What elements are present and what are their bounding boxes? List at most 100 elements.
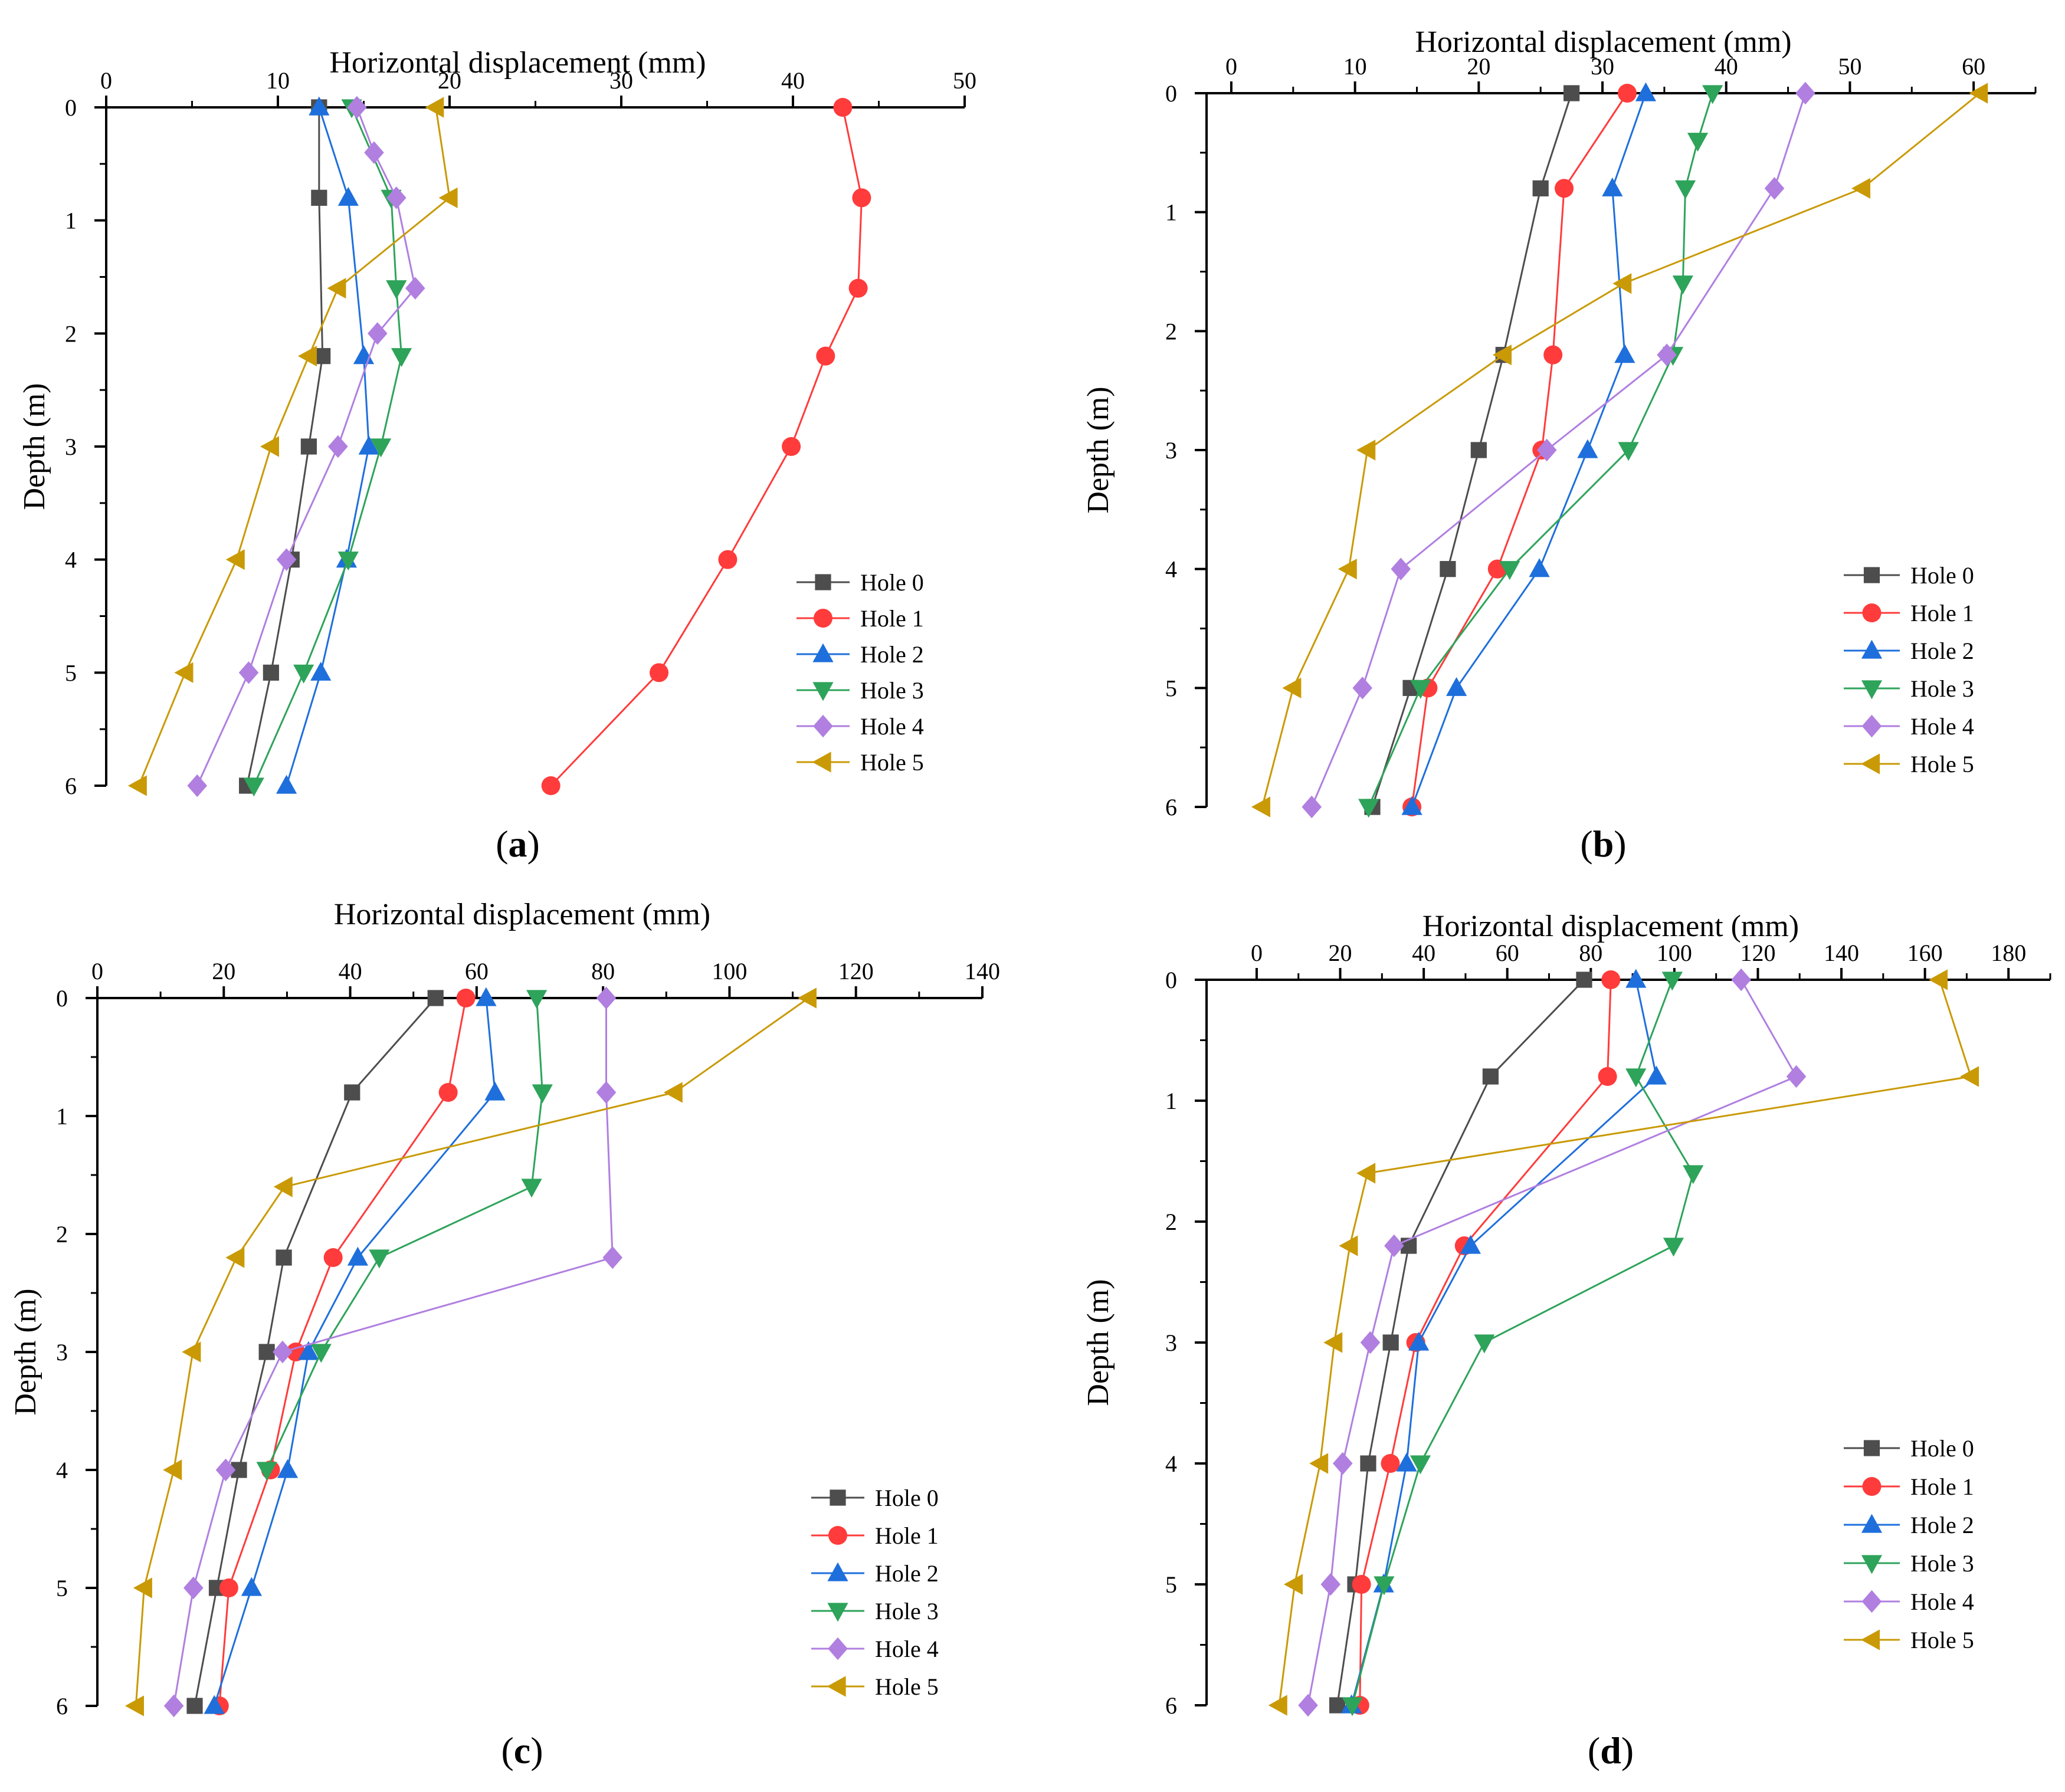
- x-axis-title: Horizontal displacement (mm): [334, 898, 710, 931]
- chart-panel-a: 0 10 20 30 40 50 0 1 2 3 4 5 6 Horizontal displacemen…: [0, 0, 1032, 896]
- chart-svg-a: 0 10 20 30 40 50 0 1 2 3 4 5 6 Horizontal displacemen…: [18, 46, 976, 865]
- data-point: [1382, 1334, 1399, 1351]
- y-axis-title: Depth (m): [18, 383, 51, 510]
- data-point: [1564, 85, 1580, 101]
- x-tick-label: 100: [712, 958, 747, 984]
- x-tick-label: 20: [438, 67, 461, 94]
- data-point: [344, 1084, 360, 1101]
- data-point: [347, 1246, 369, 1266]
- legend-marker: [1863, 1440, 1880, 1456]
- series-line: [1310, 93, 1807, 808]
- x-tick-label: 0: [100, 67, 112, 94]
- y-tick-label: 5: [1165, 675, 1177, 701]
- legend-marker: [812, 643, 834, 662]
- data-point: [1687, 133, 1709, 152]
- panel-label: (c): [501, 1729, 543, 1771]
- data-point: [328, 435, 348, 458]
- data-point: [718, 550, 738, 569]
- data-point: [258, 1344, 275, 1360]
- data-point: [1356, 1163, 1376, 1184]
- data-point: [1625, 969, 1647, 988]
- data-point: [532, 1084, 553, 1104]
- data-point: [1401, 796, 1422, 815]
- y-tick-label: 0: [56, 985, 68, 1012]
- data-point: [219, 1578, 238, 1597]
- data-point: [1381, 1454, 1400, 1473]
- y-tick-label: 1: [65, 208, 77, 234]
- data-point: [476, 987, 497, 1006]
- x-tick-label: 120: [1740, 940, 1775, 966]
- data-point: [1384, 1234, 1404, 1258]
- series-line: [1278, 979, 1972, 1706]
- data-point: [1672, 275, 1693, 295]
- x-tick-label: 40: [339, 958, 362, 984]
- x-tick-label: 10: [1343, 53, 1367, 80]
- data-point: [1731, 968, 1751, 992]
- data-point: [596, 986, 617, 1010]
- legend-marker: [830, 1489, 846, 1506]
- data-point: [187, 774, 208, 797]
- legend-marker: [1861, 639, 1883, 659]
- data-point: [225, 549, 245, 570]
- x-tick-label: 10: [266, 67, 290, 94]
- legend-label: Hole 1: [860, 605, 924, 632]
- x-tick-label: 140: [965, 958, 1000, 984]
- data-point: [1283, 1574, 1303, 1595]
- data-point: [541, 776, 560, 795]
- legend-marker: [815, 574, 831, 590]
- legend-label: Hole 2: [875, 1560, 939, 1587]
- data-point: [163, 1459, 182, 1481]
- data-point: [371, 438, 392, 458]
- data-point: [1646, 1065, 1667, 1085]
- data-point: [1440, 561, 1456, 577]
- data-point: [1360, 1331, 1381, 1354]
- x-tick-label: 60: [465, 958, 489, 984]
- data-point: [1577, 439, 1598, 458]
- legend-marker: [827, 1603, 848, 1622]
- x-tick-label: 180: [1991, 940, 2026, 966]
- data-point: [596, 1081, 617, 1104]
- y-tick-label: 6: [56, 1693, 68, 1719]
- data-point: [297, 346, 317, 367]
- data-point: [1358, 799, 1379, 818]
- y-tick-label: 0: [1165, 967, 1177, 993]
- series-5: [124, 987, 817, 1716]
- data-point: [347, 96, 367, 119]
- data-point: [276, 548, 297, 571]
- chart-panel-c: 0 20 40 60 80 100 120 140 0 1 2 3 4 5 6 Horizontal disp…: [0, 896, 1032, 1792]
- data-point: [782, 437, 801, 456]
- y-tick-label: 4: [1165, 556, 1177, 583]
- series-line: [253, 107, 403, 786]
- data-point: [1635, 82, 1657, 101]
- series-5: [1251, 83, 1988, 818]
- data-point: [260, 436, 279, 457]
- series-line: [1411, 93, 1628, 808]
- panel-label: (d): [1588, 1729, 1634, 1771]
- data-point: [277, 1459, 299, 1478]
- chart-panel-b: 0 10 20 30 40 50 60 0 1 2 3 4 5 6 Horizontal displacem…: [1032, 0, 2065, 896]
- legend-label: Hole 4: [860, 713, 924, 740]
- data-point: [1661, 972, 1683, 991]
- series-4: [163, 986, 623, 1718]
- legend-label: Hole 2: [1910, 638, 1974, 664]
- data-point: [797, 987, 817, 1009]
- legend-label: Hole 0: [1910, 562, 1974, 589]
- data-point: [1555, 179, 1574, 198]
- data-point: [1460, 1235, 1481, 1254]
- y-tick-label: 2: [56, 1221, 68, 1248]
- data-point: [1960, 1066, 1979, 1087]
- data-point: [186, 1698, 203, 1714]
- legend: Hole 0 Hole 1 Hole 2 Hole 3 Hole 4 Hole 5: [1844, 562, 1974, 777]
- legend-label: Hole 3: [1910, 675, 1974, 702]
- x-tick-label: 20: [1329, 940, 1352, 966]
- data-point: [1391, 557, 1411, 580]
- y-tick-label: 2: [1165, 318, 1177, 344]
- data-point: [663, 1082, 683, 1103]
- legend-marker: [1863, 567, 1880, 583]
- legend-label: Hole 1: [1910, 600, 1974, 626]
- data-point: [386, 280, 407, 300]
- data-point: [367, 322, 388, 345]
- data-point: [1529, 558, 1550, 577]
- data-point: [650, 663, 669, 682]
- data-point: [1602, 177, 1623, 196]
